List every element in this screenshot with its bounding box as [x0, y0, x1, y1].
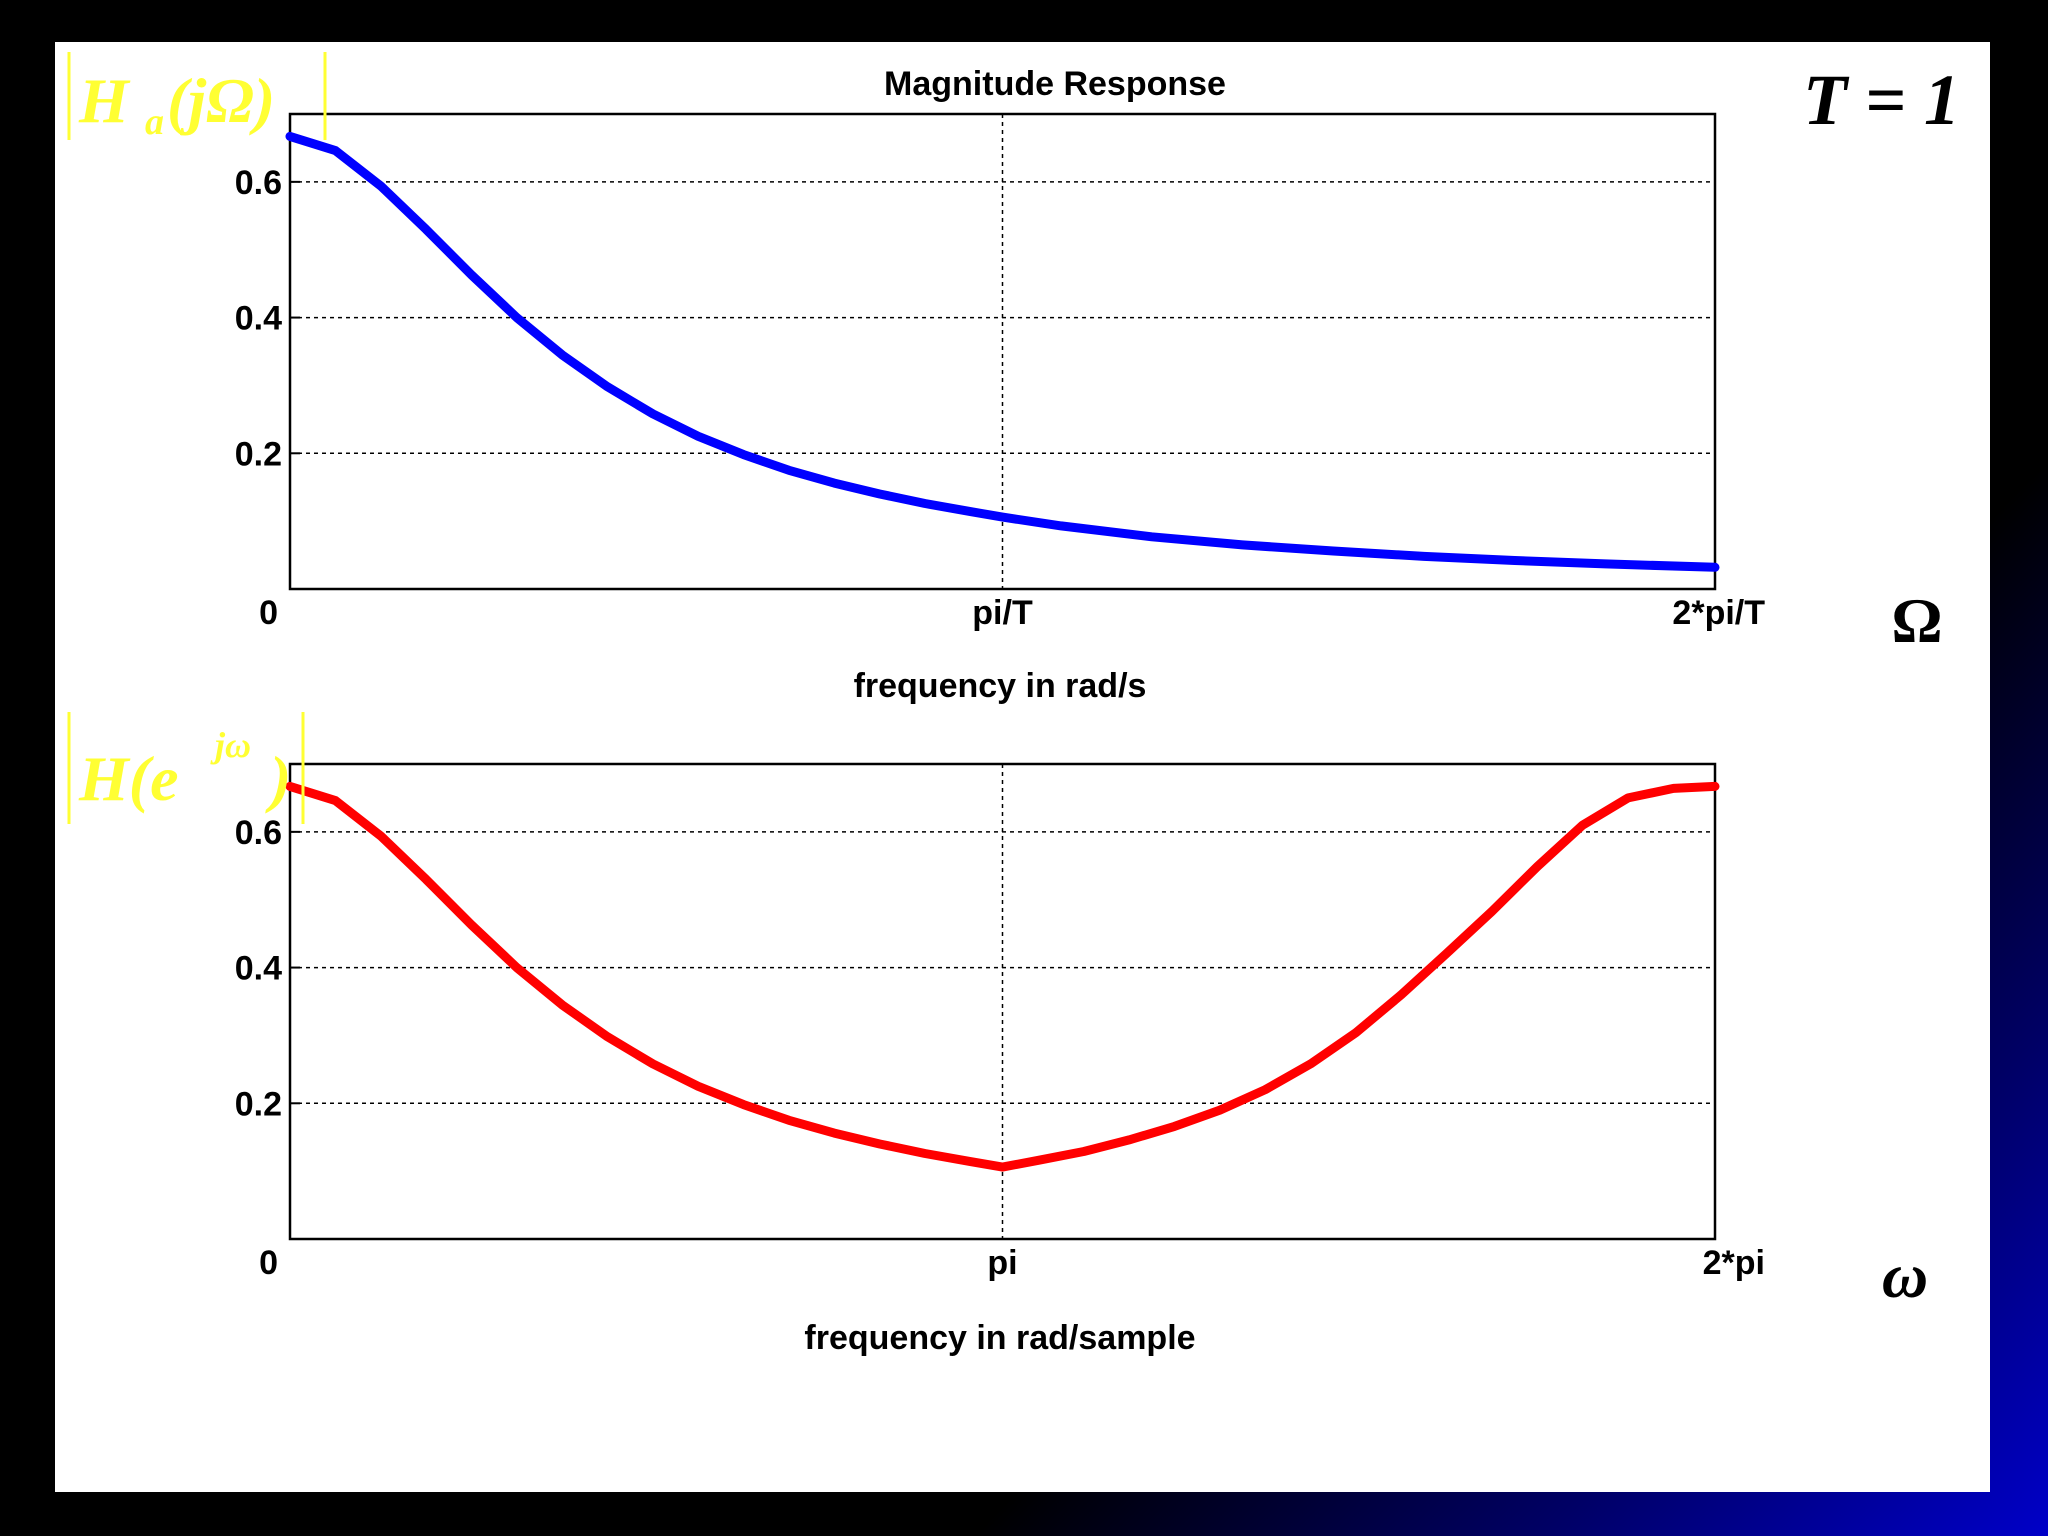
y-tick-label: 0 — [259, 1244, 278, 1282]
top-magnitude-line — [285, 131, 1720, 572]
bottom-magnitude-line — [285, 781, 1720, 1172]
y-tick-label: 0.2 — [235, 1085, 282, 1123]
y-tick-label: 0.2 — [235, 435, 282, 473]
bottom-gridlines — [290, 764, 1715, 1239]
bottom-plot: 0 0.2 0.4 0.6 pi 2*pi frequency in rad/sampl… — [235, 762, 1765, 1357]
omega-digital-symbol: ω — [1882, 1240, 1928, 1311]
bottom-x-tick-labels: pi 2*pi — [987, 1244, 1765, 1282]
top-ylabel-rest: (jΩ) — [167, 65, 275, 136]
x-tick-label: pi — [987, 1244, 1017, 1282]
chart-title: Magnitude Response — [884, 65, 1226, 103]
x-tick-label: 2*pi/T — [1672, 594, 1765, 632]
bottom-ylabel-annotation: H(e jω ) — [67, 712, 305, 824]
top-y-tick-labels: 0 0.2 0.4 0.6 — [235, 164, 282, 632]
t-parameter-label: T = 1 — [1803, 60, 1960, 140]
bottom-ylabel-close: ) — [265, 743, 291, 814]
y-tick-label: 0.4 — [235, 950, 282, 988]
figure-svg: Magnitude Response 0 0.2 0.4 0.6 pi/T 2*pi/T… — [67, 52, 1960, 1357]
bottom-y-tick-labels: 0 0.2 0.4 0.6 — [235, 814, 282, 1282]
top-ylabel-annotation: H a (jΩ) — [67, 52, 327, 143]
bottom-x-axis-label: frequency in rad/sample — [804, 1319, 1195, 1357]
top-x-axis-label: frequency in rad/s — [854, 667, 1147, 705]
top-plot-frame — [288, 112, 1717, 591]
x-tick-label: pi/T — [972, 594, 1033, 632]
x-tick-label: 2*pi — [1703, 1244, 1765, 1282]
slide-canvas: Magnitude Response 0 0.2 0.4 0.6 pi/T 2*pi/T… — [55, 42, 1990, 1492]
top-gridlines — [290, 114, 1715, 589]
top-ylabel-sub: a — [145, 101, 164, 143]
bottom-plot-frame — [288, 762, 1717, 1241]
y-tick-label: 0.6 — [235, 164, 282, 202]
y-tick-label: 0.4 — [235, 300, 282, 338]
top-x-tick-labels: pi/T 2*pi/T — [972, 594, 1765, 632]
bottom-ylabel-sup: jω — [210, 725, 251, 765]
top-ylabel-main: H — [78, 65, 131, 136]
top-plot: Magnitude Response 0 0.2 0.4 0.6 pi/T 2*pi/T… — [235, 65, 1765, 705]
bottom-ylabel-main: H(e — [78, 743, 179, 814]
y-tick-label: 0.6 — [235, 814, 282, 852]
y-tick-label: 0 — [259, 594, 278, 632]
omega-analog-symbol: Ω — [1891, 585, 1942, 656]
